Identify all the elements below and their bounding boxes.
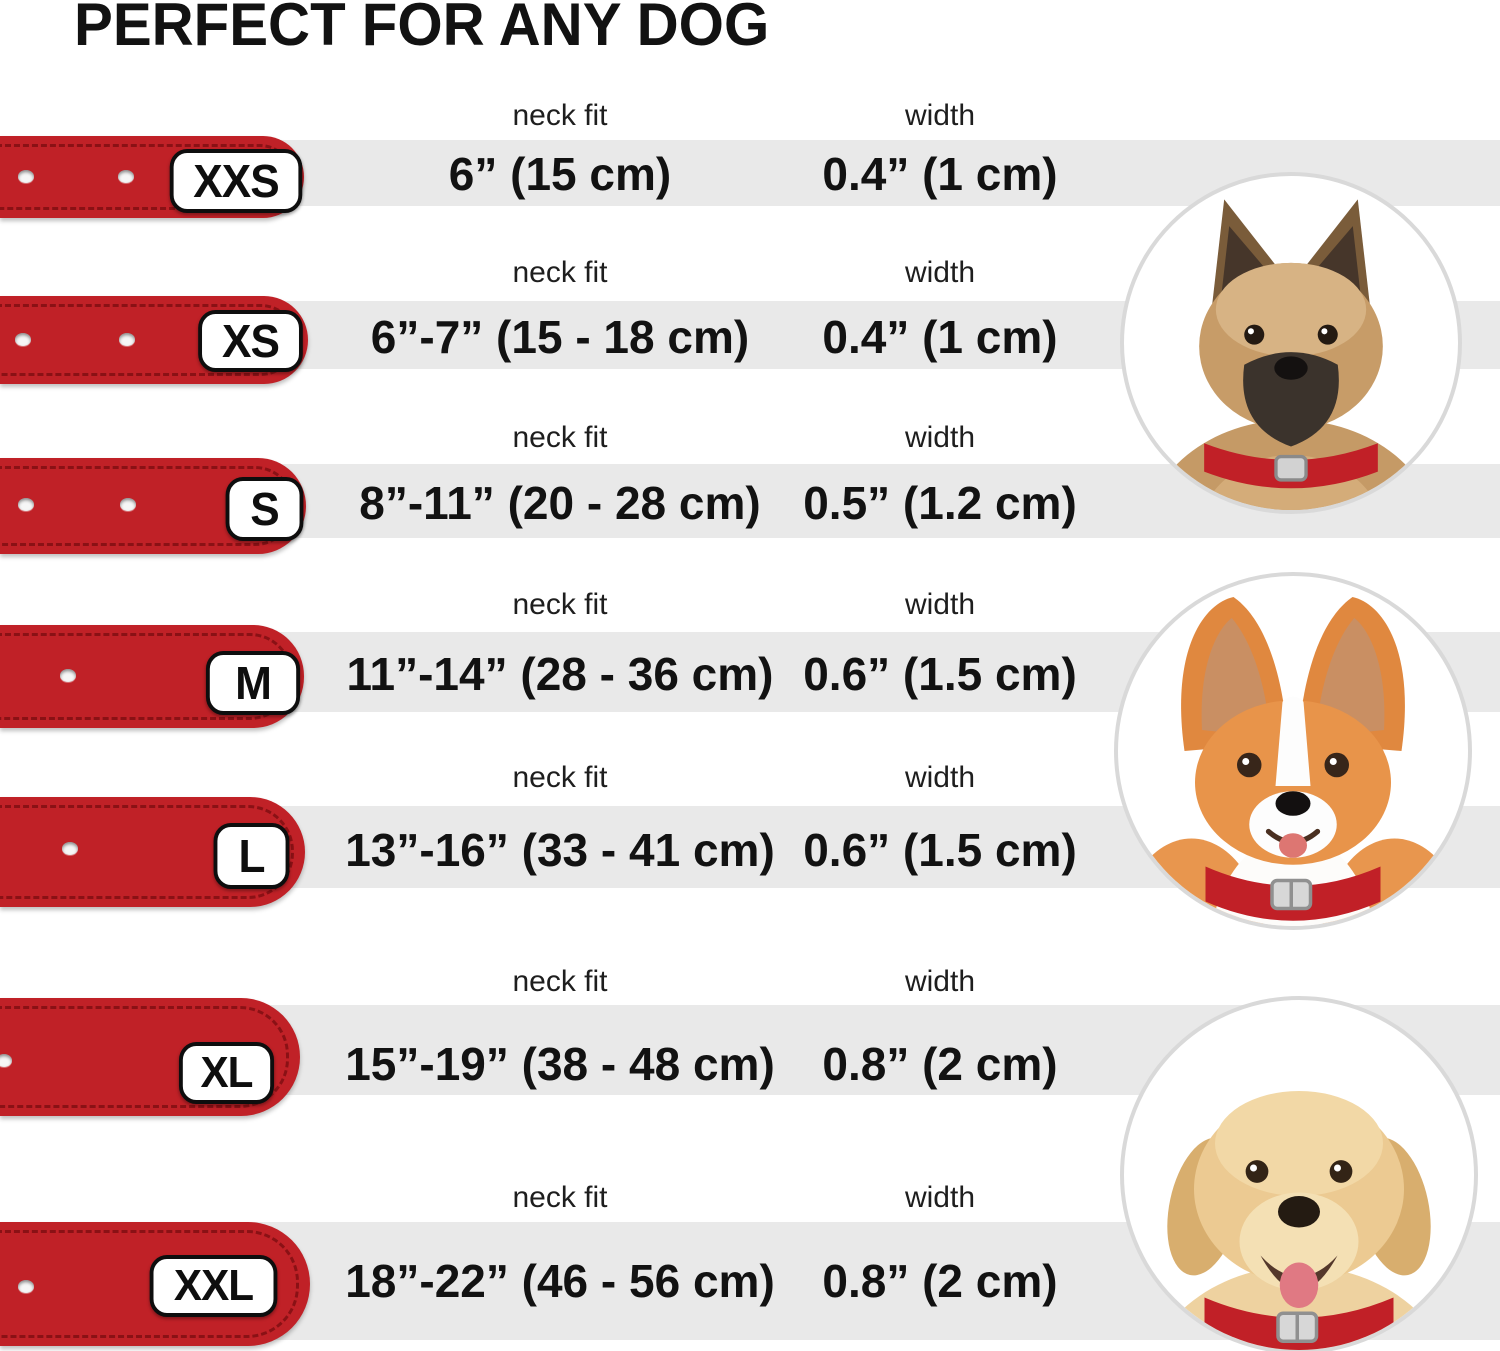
width-value: 0.4” (1 cm): [822, 311, 1058, 363]
size-badge: XL: [178, 1042, 275, 1104]
terrier-photo-illustration: [1148, 199, 1434, 510]
collar-image-xxl: XXL: [0, 1222, 310, 1346]
width-value: 0.6” (1.5 cm): [803, 824, 1077, 876]
column-header-width: width: [904, 421, 976, 454]
collar-image-xxs: XXS: [0, 136, 304, 218]
collar-hole: [18, 498, 34, 511]
size-badge: S: [225, 477, 304, 541]
dog-photo-terrier: [1120, 172, 1462, 514]
column-header-neck-fit: neck fit: [512, 761, 608, 794]
column-header-neck-fit: neck fit: [512, 256, 608, 289]
page-title: PERFECT FOR ANY DOG: [74, 0, 770, 58]
collar-hole: [0, 1054, 12, 1067]
width-value: 0.8” (2 cm): [822, 1255, 1058, 1307]
column-header-neck-fit: neck fit: [512, 1181, 608, 1214]
collar-image-s: S: [0, 458, 306, 554]
column-header-neck-fit: neck fit: [512, 99, 608, 132]
collar-hole: [18, 170, 34, 183]
labrador-photo-illustration: [1152, 1091, 1446, 1350]
dog-photo-labrador: [1120, 996, 1478, 1351]
neck-fit-value: 15”-19” (38 - 48 cm): [345, 1038, 775, 1090]
collar-image-xs: XS: [0, 296, 308, 384]
collar-hole: [120, 498, 136, 511]
neck-fit-value: 11”-14” (28 - 36 cm): [346, 648, 774, 700]
size-badge: XS: [198, 310, 303, 372]
column-header-neck-fit: neck fit: [512, 421, 608, 454]
neck-fit-value: 18”-22” (46 - 56 cm): [345, 1255, 775, 1307]
size-badge: L: [213, 823, 290, 889]
size-badge: XXL: [149, 1255, 278, 1317]
collar-hole: [119, 333, 135, 346]
column-header-width: width: [904, 1181, 976, 1214]
width-value: 0.6” (1.5 cm): [803, 648, 1077, 700]
column-header-width: width: [904, 965, 976, 998]
neck-fit-value: 6”-7” (15 - 18 cm): [370, 311, 750, 363]
dog-photo-corgi: [1114, 572, 1472, 930]
column-header-neck-fit: neck fit: [512, 965, 608, 998]
size-badge: XXS: [169, 149, 303, 213]
width-value: 0.5” (1.2 cm): [803, 477, 1077, 529]
collar-hole: [62, 842, 78, 855]
size-badge: M: [205, 651, 301, 715]
collar-image-m: M: [0, 625, 304, 728]
collar-hole: [118, 170, 134, 183]
neck-fit-value: 13”-16” (33 - 41 cm): [345, 824, 775, 876]
collar-hole: [60, 669, 76, 682]
column-header-width: width: [904, 761, 976, 794]
neck-fit-value: 8”-11” (20 - 28 cm): [359, 477, 761, 529]
width-value: 0.8” (2 cm): [822, 1038, 1058, 1090]
collar-hole: [15, 333, 31, 346]
collar-hole: [18, 1280, 34, 1293]
column-header-neck-fit: neck fit: [512, 588, 608, 621]
width-value: 0.4” (1 cm): [822, 148, 1058, 200]
collar-image-xl: XL: [0, 998, 300, 1116]
neck-fit-value: 6” (15 cm): [448, 148, 672, 200]
column-header-width: width: [904, 588, 976, 621]
collar-image-l: L: [0, 797, 305, 907]
column-header-width: width: [904, 256, 976, 289]
column-header-width: width: [904, 99, 976, 132]
corgi-photo-illustration: [1119, 597, 1467, 926]
